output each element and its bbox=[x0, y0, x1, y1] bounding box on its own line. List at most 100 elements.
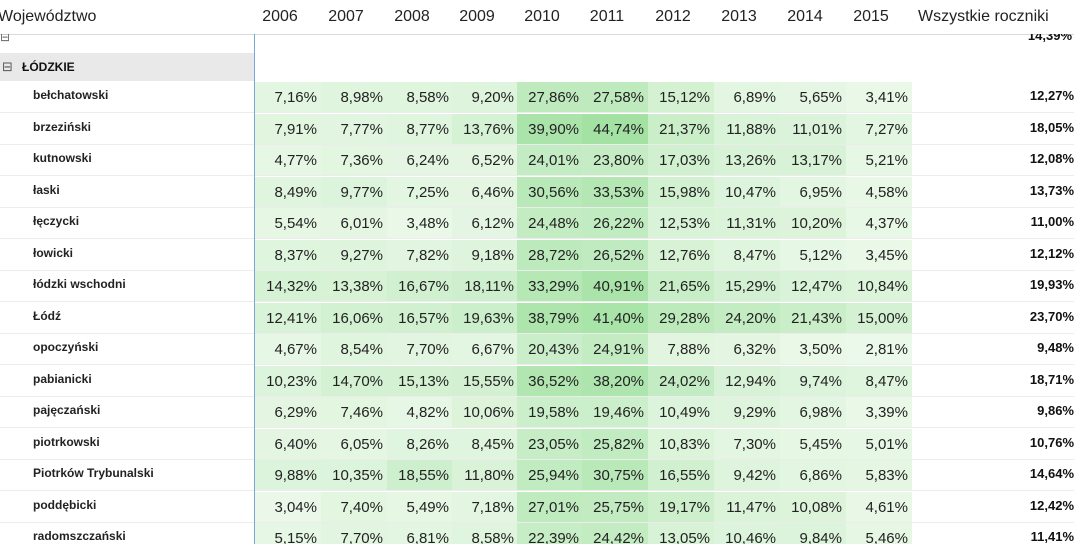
value-cell[interactable]: 30,56% bbox=[517, 176, 583, 207]
value-cell[interactable]: 6,40% bbox=[255, 428, 321, 459]
header-year-2009[interactable]: 2009 bbox=[459, 8, 495, 25]
value-cell[interactable]: 29,28% bbox=[648, 302, 714, 333]
value-cell[interactable]: 9,29% bbox=[714, 397, 780, 427]
row-label[interactable]: łęczycki bbox=[33, 214, 80, 228]
value-cell[interactable]: 21,43% bbox=[780, 302, 846, 333]
row-label[interactable]: pajęczański bbox=[33, 403, 101, 417]
value-cell[interactable]: 38,79% bbox=[517, 302, 583, 333]
row-label[interactable]: kutnowski bbox=[33, 151, 92, 165]
value-cell[interactable]: 23,05% bbox=[517, 428, 583, 459]
value-cell[interactable]: 3,48% bbox=[387, 208, 453, 238]
value-cell[interactable]: 8,98% bbox=[321, 82, 387, 112]
value-cell[interactable]: 14,70% bbox=[321, 365, 387, 396]
value-cell[interactable]: 15,98% bbox=[648, 176, 714, 207]
value-cell[interactable]: 5,15% bbox=[255, 523, 321, 544]
value-cell[interactable]: 25,82% bbox=[582, 428, 648, 459]
value-cell[interactable]: 6,81% bbox=[387, 523, 453, 544]
value-cell[interactable]: 7,40% bbox=[321, 491, 387, 522]
value-cell[interactable]: 2,81% bbox=[846, 334, 912, 364]
value-cell[interactable]: 6,95% bbox=[780, 176, 846, 207]
row-label[interactable]: poddębicki bbox=[33, 497, 97, 512]
value-cell[interactable]: 12,76% bbox=[648, 239, 714, 270]
header-year-2013[interactable]: 2013 bbox=[721, 8, 757, 25]
row-total[interactable]: 12,27% bbox=[1029, 88, 1074, 103]
value-cell[interactable]: 41,40% bbox=[582, 302, 648, 333]
value-cell[interactable]: 21,65% bbox=[648, 271, 714, 301]
row-total[interactable]: 9,86% bbox=[1037, 403, 1074, 418]
value-cell[interactable]: 25,94% bbox=[517, 460, 583, 490]
header-year-2015[interactable]: 2015 bbox=[853, 8, 889, 25]
value-cell[interactable]: 11,47% bbox=[714, 491, 780, 522]
value-cell[interactable]: 18,55% bbox=[387, 460, 453, 490]
value-cell[interactable]: 6,46% bbox=[452, 176, 518, 207]
value-cell[interactable]: 13,76% bbox=[452, 113, 518, 144]
row-label[interactable]: bełchatowski bbox=[33, 88, 109, 102]
value-cell[interactable]: 19,63% bbox=[452, 302, 518, 333]
value-cell[interactable]: 3,39% bbox=[846, 397, 912, 427]
value-cell[interactable]: 13,05% bbox=[648, 523, 714, 544]
value-cell[interactable]: 11,88% bbox=[714, 113, 780, 144]
value-cell[interactable]: 24,48% bbox=[517, 208, 583, 238]
value-cell[interactable]: 25,75% bbox=[582, 491, 648, 522]
value-cell[interactable]: 8,37% bbox=[255, 239, 321, 270]
value-cell[interactable]: 9,74% bbox=[780, 365, 846, 396]
value-cell[interactable]: 3,04% bbox=[255, 491, 321, 522]
row-total[interactable]: 12,12% bbox=[1029, 245, 1074, 261]
value-cell[interactable]: 5,45% bbox=[780, 428, 846, 459]
value-cell[interactable]: 30,75% bbox=[582, 460, 648, 490]
value-cell[interactable]: 10,84% bbox=[846, 271, 912, 301]
value-cell[interactable]: 26,22% bbox=[582, 208, 648, 238]
row-total[interactable]: 19,93% bbox=[1029, 277, 1074, 292]
value-cell[interactable]: 5,54% bbox=[255, 208, 321, 238]
value-cell[interactable]: 10,46% bbox=[714, 523, 780, 544]
value-cell[interactable]: 39,90% bbox=[517, 113, 583, 144]
value-cell[interactable]: 4,77% bbox=[255, 145, 321, 175]
row-total[interactable]: 11,00% bbox=[1030, 214, 1074, 229]
value-cell[interactable]: 19,46% bbox=[582, 397, 648, 427]
collapse-icon[interactable]: ⊟ bbox=[2, 59, 13, 74]
row-total[interactable]: 14,64% bbox=[1029, 466, 1074, 481]
value-cell[interactable]: 10,83% bbox=[648, 428, 714, 459]
value-cell[interactable]: 21,37% bbox=[648, 113, 714, 144]
value-cell[interactable]: 36,52% bbox=[517, 365, 583, 396]
value-cell[interactable]: 8,58% bbox=[387, 82, 453, 112]
value-cell[interactable]: 8,45% bbox=[452, 428, 518, 459]
value-cell[interactable]: 23,80% bbox=[582, 145, 648, 175]
value-cell[interactable]: 27,86% bbox=[517, 82, 583, 112]
value-cell[interactable]: 33,29% bbox=[517, 271, 583, 301]
value-cell[interactable]: 4,37% bbox=[846, 208, 912, 238]
value-cell[interactable]: 16,06% bbox=[321, 302, 387, 333]
row-label[interactable]: Piotrków Trybunalski bbox=[33, 466, 154, 480]
value-cell[interactable]: 8,49% bbox=[255, 176, 321, 207]
value-cell[interactable]: 13,38% bbox=[321, 271, 387, 301]
value-cell[interactable]: 7,25% bbox=[387, 176, 453, 207]
row-total[interactable]: 11,41% bbox=[1030, 529, 1074, 544]
value-cell[interactable]: 3,41% bbox=[846, 82, 912, 112]
value-cell[interactable]: 6,67% bbox=[452, 334, 518, 364]
value-cell[interactable]: 24,02% bbox=[648, 365, 714, 396]
row-label[interactable]: łódzki wschodni bbox=[33, 277, 126, 291]
value-cell[interactable]: 7,70% bbox=[387, 334, 453, 364]
value-cell[interactable]: 16,57% bbox=[387, 302, 453, 333]
value-cell[interactable]: 7,36% bbox=[321, 145, 387, 175]
value-cell[interactable]: 15,55% bbox=[452, 365, 518, 396]
value-cell[interactable]: 10,20% bbox=[780, 208, 846, 238]
row-label[interactable]: brzeziński bbox=[33, 119, 92, 134]
value-cell[interactable]: 8,47% bbox=[714, 239, 780, 270]
value-cell[interactable]: 9,20% bbox=[452, 82, 518, 112]
value-cell[interactable]: 15,00% bbox=[846, 302, 912, 333]
value-cell[interactable]: 24,42% bbox=[582, 523, 648, 544]
value-cell[interactable]: 8,77% bbox=[387, 113, 453, 144]
value-cell[interactable]: 6,29% bbox=[255, 397, 321, 427]
value-cell[interactable]: 8,26% bbox=[387, 428, 453, 459]
value-cell[interactable]: 9,84% bbox=[780, 523, 846, 544]
value-cell[interactable]: 5,65% bbox=[780, 82, 846, 112]
value-cell[interactable]: 15,13% bbox=[387, 365, 453, 396]
header-year-2008[interactable]: 2008 bbox=[394, 8, 430, 25]
group-row-lodzkie[interactable]: ⊟ ŁÓDZKIE bbox=[0, 53, 254, 81]
value-cell[interactable]: 9,18% bbox=[452, 239, 518, 270]
value-cell[interactable]: 28,72% bbox=[517, 239, 583, 270]
value-cell[interactable]: 10,06% bbox=[452, 397, 518, 427]
value-cell[interactable]: 20,43% bbox=[517, 334, 583, 364]
header-wojewodztwo[interactable]: Województwo bbox=[0, 8, 97, 25]
